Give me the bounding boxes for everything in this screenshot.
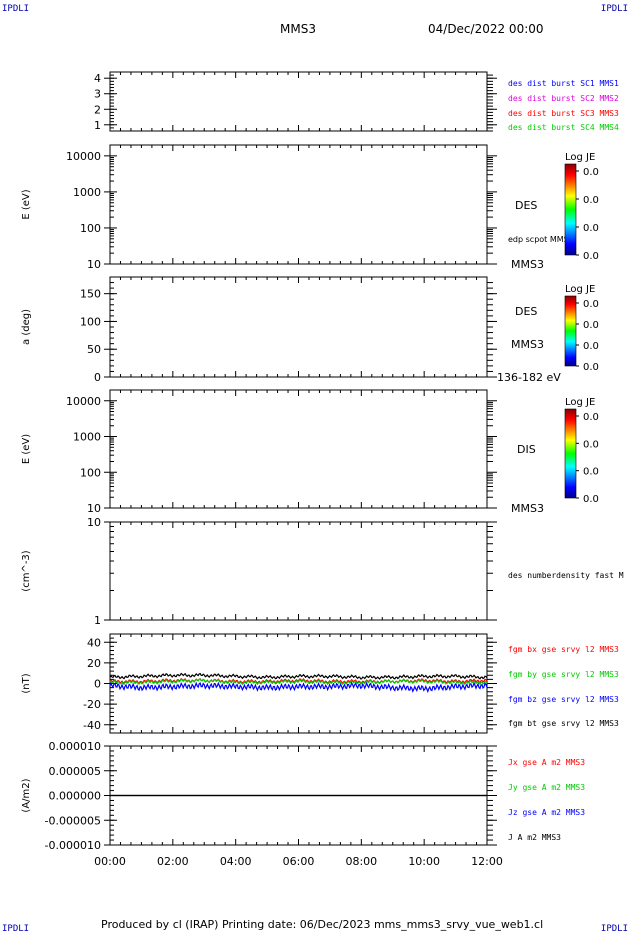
legend-entry: J A m2 MMS3 (508, 833, 561, 842)
colorbar-tick-label: 0.0 (583, 412, 599, 423)
y-tick-label: 2 (94, 103, 101, 116)
panel-frame (109, 521, 488, 621)
legend-entry: fgm bz gse srvy l2 MMS3 (508, 695, 619, 704)
side-label: MMS3 (511, 338, 544, 351)
y-tick-label: 0.000005 (49, 765, 102, 778)
y-tick-label: 10 (87, 516, 101, 529)
y-axis-label: a (deg) (21, 309, 32, 345)
spacecraft-title: MMS3 (280, 22, 316, 36)
side-label: DIS (517, 443, 536, 456)
legend-entry: Jy gse A m2 MMS3 (508, 783, 585, 792)
y-tick-label: 150 (80, 288, 101, 301)
corner-label-bottom-right: IPDLI (600, 924, 628, 934)
legend-entry: des dist burst SC3 MMS3 (508, 109, 619, 118)
series-line (109, 681, 488, 694)
colorbar (564, 408, 577, 499)
x-tick-label: 08:00 (345, 855, 377, 868)
panel-frame (109, 276, 488, 378)
y-axis-label: (A/m2) (21, 778, 32, 812)
corner-label-bottom-left: IPDLI (2, 924, 30, 934)
y-tick-label: 1000 (73, 431, 101, 444)
legend-entry: fgm by gse srvy l2 MMS3 (508, 670, 619, 679)
side-label: MMS3 (511, 258, 544, 271)
x-tick-label: 04:00 (220, 855, 252, 868)
x-tick-label: 10:00 (408, 855, 440, 868)
x-tick-label: 02:00 (157, 855, 189, 868)
colorbar-tick-label: 0.0 (583, 195, 599, 206)
legend-entry: Jx gse A m2 MMS3 (508, 758, 585, 767)
y-tick-label: 20 (87, 657, 101, 670)
series-line (109, 678, 488, 686)
colorbar-tick-label: 0.0 (583, 223, 599, 234)
y-tick-label: 4 (94, 72, 101, 85)
colorbar-tick-label: 0.0 (583, 341, 599, 352)
y-tick-label: 40 (87, 636, 101, 649)
y-tick-label: 10 (87, 502, 101, 515)
y-tick-label: -40 (83, 719, 101, 732)
colorbar-tick-label: 0.0 (583, 251, 599, 262)
y-tick-label: 3 (94, 88, 101, 101)
colorbar-tick-label: 0.0 (583, 362, 599, 373)
y-tick-label: -0.000005 (45, 814, 101, 827)
colorbar-tick-label: 0.0 (583, 467, 599, 478)
side-label: DES (515, 305, 537, 318)
y-axis-label: E (eV) (21, 189, 32, 219)
side-label: 136-182 eV (497, 371, 561, 384)
y-tick-label: 100 (80, 466, 101, 479)
y-axis-label: (nT) (21, 673, 32, 693)
y-tick-label: 10 (87, 258, 101, 271)
legend-entry: des numberdensity fast M (508, 571, 624, 580)
colorbar-title: Log JE (565, 152, 595, 163)
y-tick-label: 1 (94, 119, 101, 132)
x-tick-label: 12:00 (471, 855, 503, 868)
y-tick-label: -0.000010 (45, 839, 101, 852)
side-label: MMS3 (511, 502, 544, 515)
panel-frame (109, 71, 488, 132)
y-tick-label: 0 (94, 371, 101, 384)
y-tick-label: 10000 (66, 395, 101, 408)
side-label: DES (515, 199, 537, 212)
footer-credit: Produced by cl (IRAP) Printing date: 06/… (101, 918, 544, 931)
y-tick-label: 50 (87, 343, 101, 356)
legend-entry: Jz gse A m2 MMS3 (508, 808, 585, 817)
colorbar-title: Log JE (565, 284, 595, 295)
legend-entry: fgm bx gse srvy l2 MMS3 (508, 645, 619, 654)
y-tick-label: 1 (94, 614, 101, 627)
legend-entry: fgm bt gse srvy l2 MMS3 (508, 719, 619, 728)
colorbar (564, 295, 577, 367)
colorbar-tick-label: 0.0 (583, 494, 599, 505)
colorbar-tick-label: 0.0 (583, 439, 599, 450)
side-label: edp scpot MMS3 (508, 235, 574, 244)
datetime-title: 04/Dec/2022 00:00 (428, 22, 544, 36)
y-axis-label: (cm^-3) (21, 550, 32, 591)
panel-frame (109, 389, 488, 509)
y-tick-label: 0 (94, 678, 101, 691)
corner-label-top-right: IPDLI (600, 4, 628, 14)
corner-label-top-left: IPDLI (2, 4, 30, 14)
y-tick-label: 0.000000 (49, 790, 102, 803)
panel-frame (109, 633, 488, 734)
legend-entry: des dist burst SC2 MMS2 (508, 94, 619, 103)
x-tick-label: 06:00 (283, 855, 315, 868)
panel-frame (109, 144, 488, 265)
y-tick-label: 100 (80, 315, 101, 328)
y-tick-label: 1000 (73, 186, 101, 199)
colorbar-title: Log JE (565, 397, 595, 408)
y-tick-label: 10000 (66, 150, 101, 163)
colorbar-tick-label: 0.0 (583, 299, 599, 310)
y-tick-label: -20 (83, 698, 101, 711)
y-tick-label: 100 (80, 222, 101, 235)
colorbar (564, 163, 577, 256)
series-line (109, 672, 488, 680)
legend-entry: des dist burst SC1 MMS1 (508, 79, 619, 88)
x-tick-label: 00:00 (94, 855, 126, 868)
legend-entry: des dist burst SC4 MMS4 (508, 123, 619, 132)
y-axis-label: E (eV) (21, 434, 32, 464)
colorbar-tick-label: 0.0 (583, 320, 599, 331)
y-tick-label: 0.000010 (49, 740, 102, 753)
colorbar-tick-label: 0.0 (583, 167, 599, 178)
